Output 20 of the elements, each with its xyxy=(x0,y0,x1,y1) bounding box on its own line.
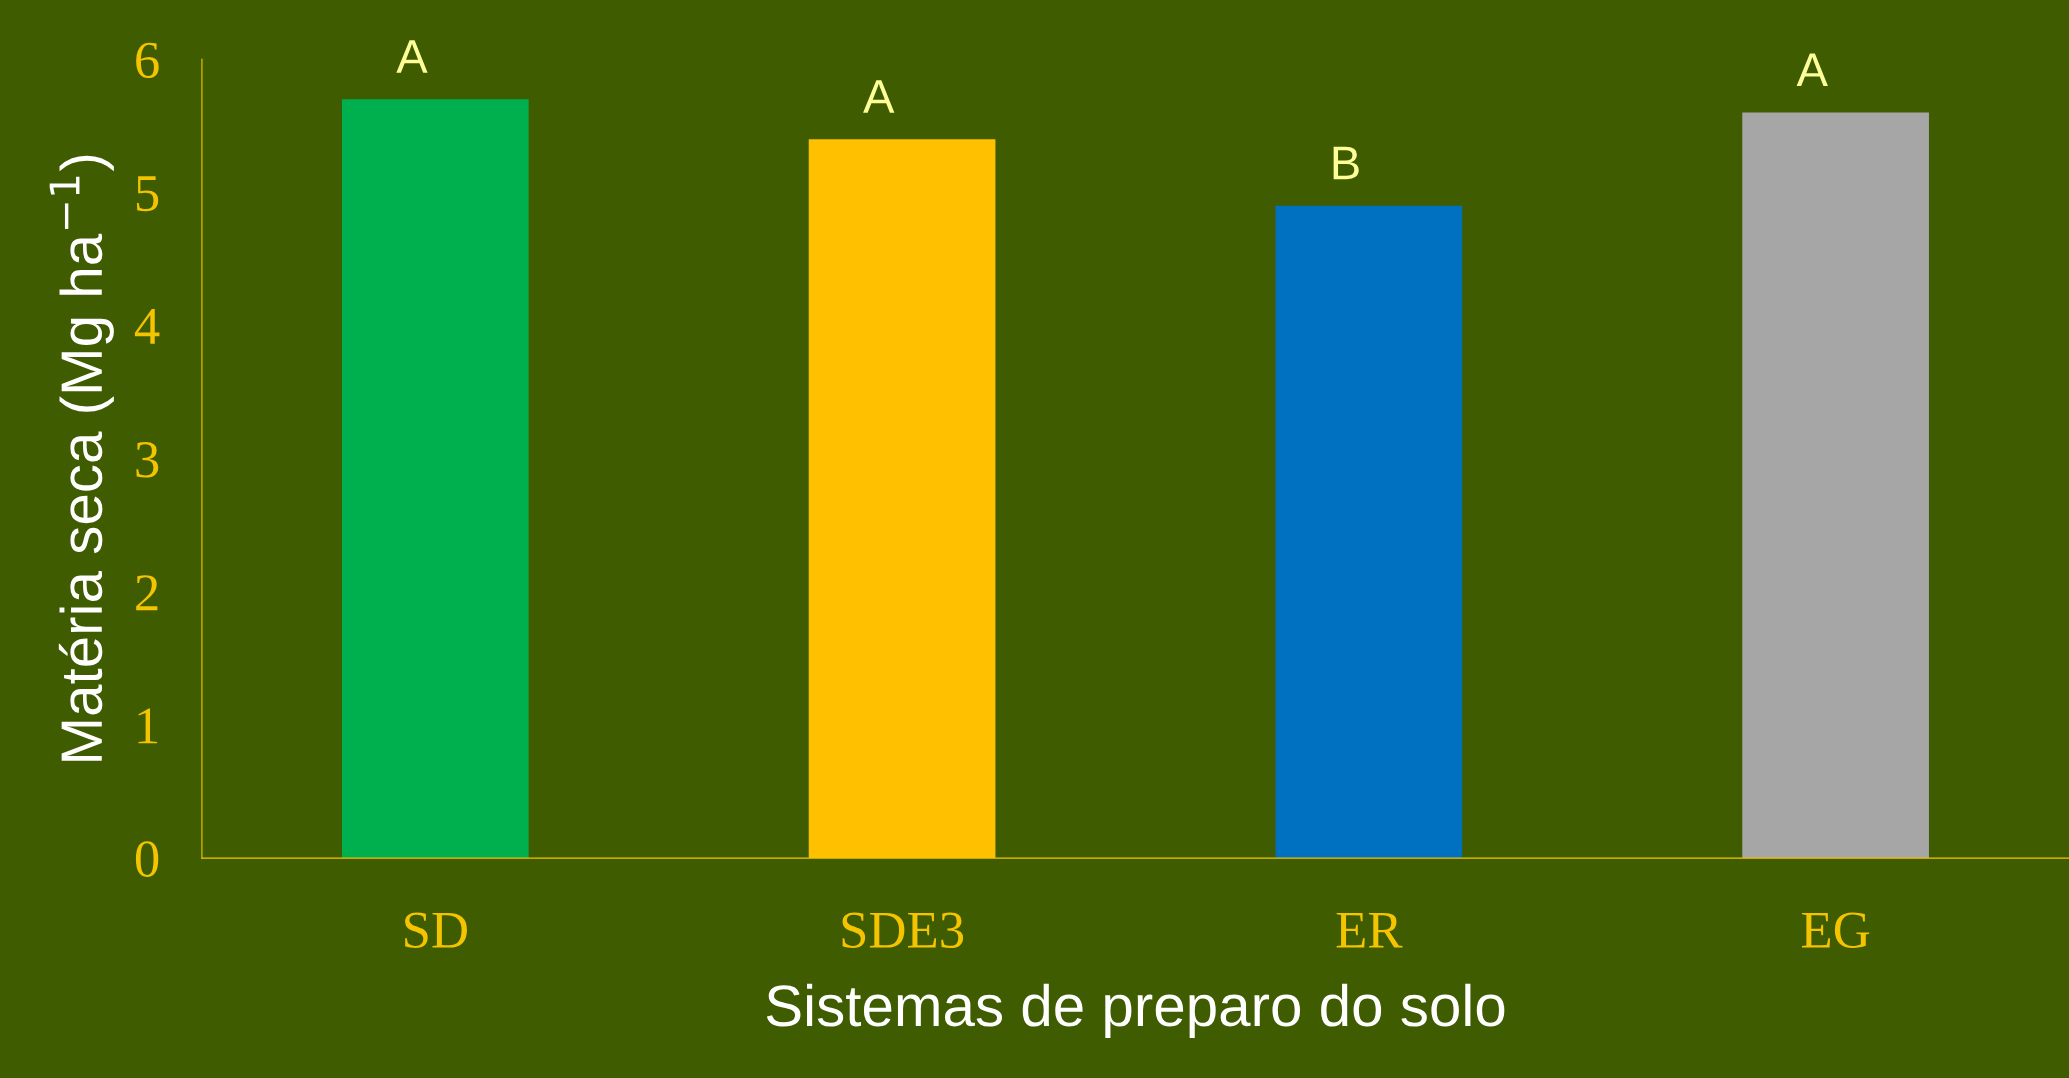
x-axis-title: Sistemas de preparo do solo xyxy=(766,983,1505,1039)
annotation: B xyxy=(1333,146,1359,180)
y-axis-title: Matéria seca (Mg ha$^{−1}$) xyxy=(49,155,114,761)
annotation: A xyxy=(863,80,895,113)
y-tick-label: 6 xyxy=(136,42,159,79)
bar xyxy=(341,99,529,859)
x-tick-label: EG xyxy=(1801,912,1870,949)
y-tick-label: 5 xyxy=(136,176,159,212)
y-tick-label: 0 xyxy=(135,841,159,877)
y-tick-label: 1 xyxy=(138,708,158,744)
x-tick-label: ER xyxy=(1336,912,1403,948)
annotation: A xyxy=(1796,53,1828,87)
annotation: A xyxy=(396,40,428,73)
bar xyxy=(1275,205,1463,859)
y-tick-label: 4 xyxy=(134,309,160,344)
x-tick-label: SD xyxy=(405,912,467,949)
x-tick-label: SDE3 xyxy=(842,912,964,949)
y-tick-label: 2 xyxy=(136,575,158,611)
y-tick-label: 3 xyxy=(136,442,159,478)
bar xyxy=(1742,112,1929,859)
